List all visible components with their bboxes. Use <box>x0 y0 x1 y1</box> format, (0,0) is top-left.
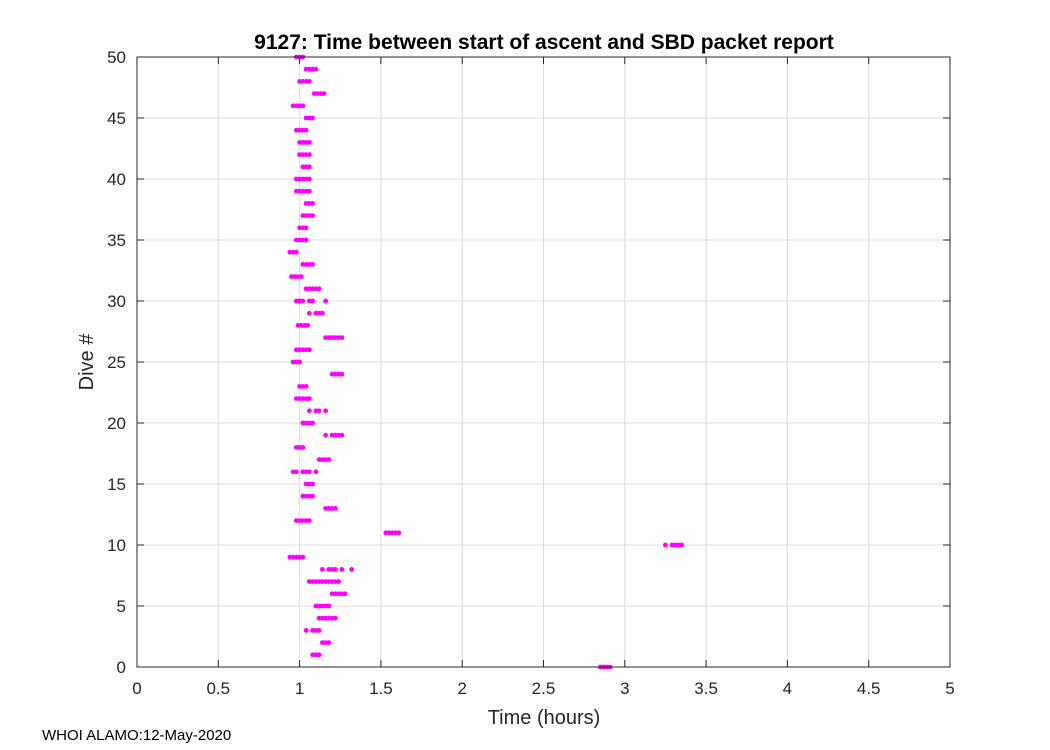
data-points <box>287 54 685 670</box>
y-axis-ticks: 0 5 10 15 20 25 30 35 40 45 50 <box>107 48 950 677</box>
y-tick-label: 10 <box>107 536 126 555</box>
data-point <box>306 518 312 523</box>
data-point <box>319 310 325 316</box>
x-tick-label: 4 <box>783 679 792 698</box>
x-tick-label: 2.5 <box>532 679 556 698</box>
data-point <box>303 628 309 633</box>
x-tick-label: 5 <box>945 679 954 698</box>
data-point <box>310 481 316 487</box>
data-point <box>293 469 299 475</box>
y-tick-label: 15 <box>107 475 126 494</box>
data-point <box>342 591 348 597</box>
data-point <box>339 567 345 572</box>
data-point <box>679 542 685 548</box>
data-point <box>310 262 316 267</box>
data-point <box>298 274 304 279</box>
data-point <box>313 66 319 72</box>
data-point <box>306 164 312 170</box>
data-point <box>316 408 322 414</box>
y-tick-label: 35 <box>107 231 126 250</box>
data-point <box>305 323 311 328</box>
data-point <box>323 408 329 414</box>
data-point <box>349 567 355 572</box>
data-point <box>303 225 309 231</box>
data-point <box>323 432 329 438</box>
y-tick-label: 20 <box>107 414 126 433</box>
x-tick-label: 2 <box>457 679 466 698</box>
y-tick-label: 0 <box>117 658 126 677</box>
data-point <box>300 103 306 109</box>
data-point <box>332 615 338 621</box>
data-point <box>339 432 345 438</box>
data-point <box>300 554 306 560</box>
x-tick-label: 4.5 <box>857 679 881 698</box>
data-point <box>306 310 312 316</box>
x-tick-label: 0 <box>132 679 141 698</box>
grid-lines <box>136 56 951 668</box>
y-tick-label: 25 <box>107 353 126 372</box>
data-point <box>316 286 322 292</box>
data-point <box>323 298 329 304</box>
y-axis-label: Dive # <box>76 333 98 391</box>
x-tick-label: 1.5 <box>369 679 393 698</box>
footer-credit: WHOI ALAMO:12-May-2020 <box>42 727 232 744</box>
data-point <box>313 469 319 475</box>
y-tick-label: 30 <box>107 292 126 311</box>
data-point <box>332 567 338 572</box>
data-point <box>326 603 332 609</box>
y-tick-label: 5 <box>117 597 126 616</box>
data-point <box>303 384 309 389</box>
data-point <box>339 335 345 340</box>
data-point <box>306 152 312 158</box>
data-point <box>336 579 342 584</box>
data-point <box>306 188 312 194</box>
data-point <box>306 469 312 475</box>
data-point <box>310 298 316 304</box>
x-axis-label: Time (hours) <box>488 707 601 729</box>
data-point <box>306 396 312 401</box>
data-point <box>300 445 306 450</box>
data-point <box>310 201 316 206</box>
data-point <box>326 640 332 645</box>
chart-title: 9127: Time between start of ascent and S… <box>254 31 834 54</box>
data-point <box>293 249 299 255</box>
data-point <box>663 542 668 548</box>
data-point <box>326 457 332 462</box>
data-point <box>297 359 302 365</box>
data-point <box>339 371 345 377</box>
data-point <box>306 176 312 182</box>
data-point <box>332 506 338 511</box>
x-tick-label: 0.5 <box>206 679 230 698</box>
data-point <box>300 298 306 304</box>
x-axis-ticks: 0 0.5 1 1.5 2 2.5 3 3.5 4 4.5 5 <box>132 57 955 698</box>
data-point <box>310 420 316 426</box>
data-point <box>306 79 312 84</box>
data-point <box>316 652 322 658</box>
data-point <box>319 567 325 572</box>
data-point <box>310 115 316 121</box>
x-tick-label: 3 <box>620 679 629 698</box>
data-point <box>310 493 316 499</box>
x-tick-label: 1 <box>295 679 304 698</box>
data-point <box>321 91 327 96</box>
data-point <box>316 628 322 633</box>
data-point <box>310 213 316 219</box>
data-point <box>306 347 312 353</box>
data-point <box>306 140 312 145</box>
y-tick-label: 40 <box>107 170 126 189</box>
data-point <box>396 530 402 536</box>
data-point <box>306 408 312 414</box>
x-tick-label: 3.5 <box>694 679 718 698</box>
y-tick-label: 45 <box>107 109 126 128</box>
data-point <box>303 127 309 133</box>
data-point <box>303 237 309 243</box>
y-tick-label: 50 <box>107 48 126 67</box>
